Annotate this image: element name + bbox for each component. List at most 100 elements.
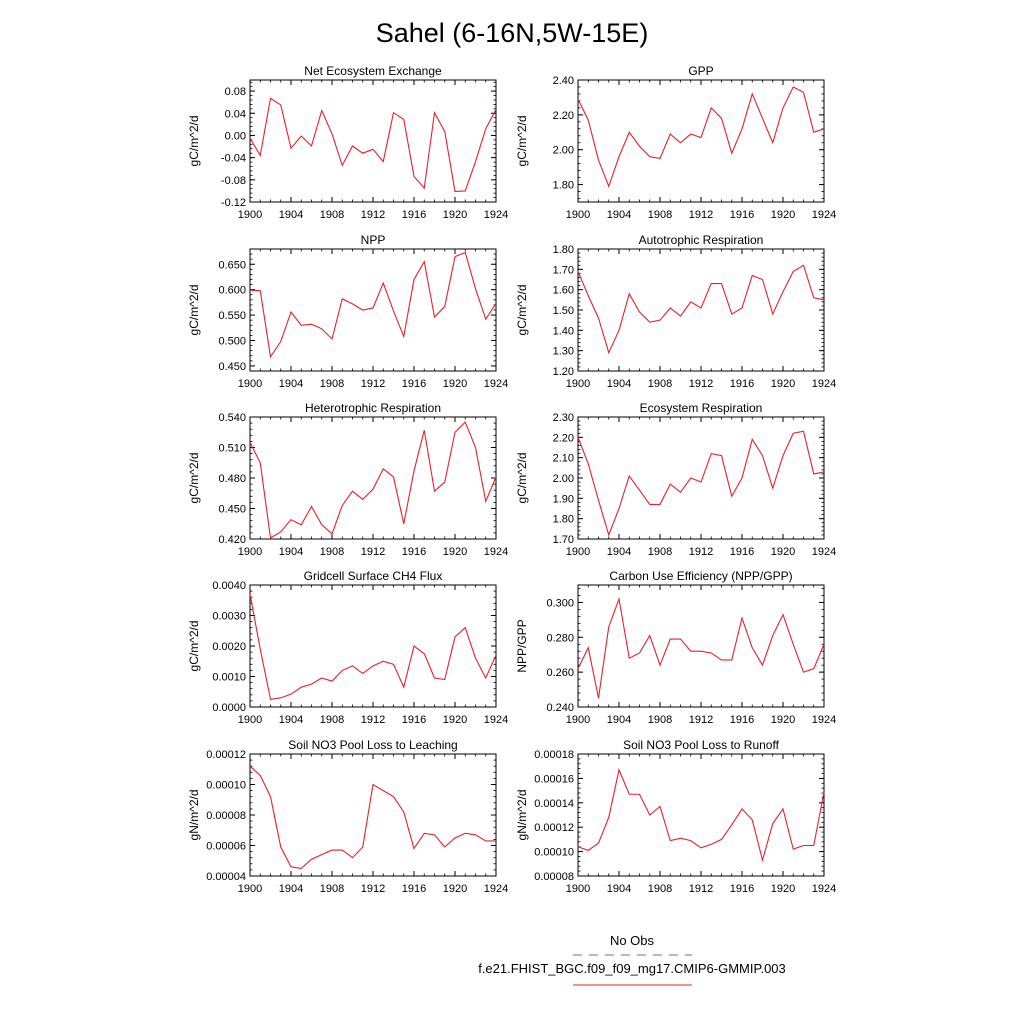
panel-9-ytick-label: 0.00012: [206, 749, 246, 761]
panel-6-xtick-label: 1904: [607, 546, 631, 558]
panel-4-xtick-label: 1900: [566, 378, 590, 390]
panel-6-xtick-label: 1912: [689, 546, 713, 558]
panel-4-xtick-label: 1920: [771, 378, 795, 390]
figure-title: Sahel (6-16N,5W-15E): [376, 18, 649, 48]
panel-8-ylabel: NPP/GPP: [515, 619, 529, 672]
panel-2-ytick-label: 2.00: [553, 145, 574, 157]
panel-8-xtick-label: 1924: [812, 714, 836, 726]
panel-9-ytick-label: 0.00008: [206, 810, 246, 822]
panel-4: Autotrophic Respiration gC/m^2/d 1900 1904 1…: [515, 233, 836, 390]
panel-1-ylabel: gC/m^2/d: [187, 116, 201, 167]
panel-1-ytick-label: 0.08: [225, 86, 246, 98]
panel-5-series-line: [249, 421, 497, 539]
panel-7: Gridcell Surface CH4 Flux gC/m^2/d 1900 190…: [187, 569, 508, 726]
panel-5-title: Heterotrophic Respiration: [305, 401, 441, 415]
panel-6-ytick-label: 2.00: [553, 473, 574, 485]
panel-9-ytick-label: 0.00004: [206, 871, 246, 883]
panel-3-xtick-label: 1924: [484, 378, 508, 390]
panel-8-xtick-label: 1916: [730, 714, 754, 726]
panel-6-ytick-label: 1.80: [553, 514, 574, 526]
panel-2-xtick-label: 1912: [689, 209, 713, 221]
panel-5-ytick-label: 0.510: [218, 443, 246, 455]
panel-2: GPP gC/m^2/d 1900 1904 1908 1912 1916 1920 1924 1…: [515, 64, 836, 221]
panel-5-frame: [249, 416, 497, 540]
panel-7-xtick-label: 1912: [361, 714, 385, 726]
panel-4-ytick-label: 1.50: [553, 305, 574, 317]
panel-1-frame: [249, 79, 497, 203]
panel-2-xtick-label: 1908: [648, 209, 672, 221]
panel-3-xtick-label: 1912: [361, 378, 385, 390]
panel-1-ytick-label: -0.12: [221, 197, 246, 209]
panel-6-series-line: [577, 430, 825, 537]
panel-3-xtick-label: 1920: [443, 378, 467, 390]
panel-8-xtick-label: 1904: [607, 714, 631, 726]
panel-6-xtick-label: 1908: [648, 546, 672, 558]
panel-2-ylabel: gC/m^2/d: [515, 116, 529, 167]
panel-4-xtick-label: 1924: [812, 378, 836, 390]
panel-5-xtick-label: 1920: [443, 546, 467, 558]
panel-10-xtick-label: 1912: [689, 883, 713, 895]
panel-8-ytick-label: 0.280: [546, 632, 574, 644]
panel-10-xtick-label: 1916: [730, 883, 754, 895]
panel-6-xtick-label: 1900: [566, 546, 590, 558]
panel-6-xtick-label: 1916: [730, 546, 754, 558]
panel-10-series-line: [577, 768, 825, 863]
panel-4-xtick-label: 1904: [607, 378, 631, 390]
panel-3-ytick-label: 0.650: [218, 259, 246, 271]
panel-6-xtick-label: 1920: [771, 546, 795, 558]
panel-8-xtick-label: 1920: [771, 714, 795, 726]
panel-1-xtick-label: 1912: [361, 209, 385, 221]
panel-9-title: Soil NO3 Pool Loss to Leaching: [288, 738, 457, 752]
panel-6-ytick-label: 2.10: [553, 453, 574, 465]
panel-9: Soil NO3 Pool Loss to Leaching gN/m^2/d 19…: [187, 738, 508, 895]
panel-7-xtick-label: 1908: [320, 714, 344, 726]
panel-6-ylabel: gC/m^2/d: [515, 453, 529, 504]
panel-2-ytick-label: 2.20: [553, 110, 574, 122]
panel-7-ytick-label: 0.0010: [212, 672, 246, 684]
panel-3-xtick-label: 1908: [320, 378, 344, 390]
panel-4-ytick-label: 1.80: [553, 244, 574, 256]
panel-8-xtick-label: 1908: [648, 714, 672, 726]
panels: Net Ecosystem Exchange gC/m^2/d 1900 1904 19…: [187, 64, 836, 895]
panel-4-ytick-label: 1.30: [553, 346, 574, 358]
panel-3-title: NPP: [361, 233, 386, 247]
panel-1: Net Ecosystem Exchange gC/m^2/d 1900 1904 19…: [187, 64, 508, 221]
panel-3-xtick-label: 1904: [279, 378, 303, 390]
panel-9-xtick-label: 1900: [238, 883, 262, 895]
panel-3-ytick-label: 0.600: [218, 285, 246, 297]
panel-2-title: GPP: [688, 64, 713, 78]
panel-2-xtick-label: 1924: [812, 209, 836, 221]
panel-4-ytick-label: 1.40: [553, 325, 574, 337]
legend-label-no-obs: No Obs: [610, 933, 655, 948]
panel-9-ytick-label: 0.00006: [206, 841, 246, 853]
panel-7-title: Gridcell Surface CH4 Flux: [304, 569, 443, 583]
panel-3-ylabel: gC/m^2/d: [187, 285, 201, 336]
panel-3-series-line: [249, 251, 497, 359]
panel-6-ytick-label: 1.90: [553, 493, 574, 505]
panel-1-title: Net Ecosystem Exchange: [304, 64, 442, 78]
panel-4-xtick-label: 1908: [648, 378, 672, 390]
panel-10-xtick-label: 1924: [812, 883, 836, 895]
panel-10-ytick-label: 0.00018: [534, 749, 574, 761]
panel-4-xtick-label: 1916: [730, 378, 754, 390]
panel-9-frame: [249, 753, 497, 877]
panel-1-xtick-label: 1908: [320, 209, 344, 221]
panel-5-xtick-label: 1924: [484, 546, 508, 558]
panel-2-xtick-label: 1900: [566, 209, 590, 221]
panel-3-ytick-label: 0.500: [218, 336, 246, 348]
panel-7-xtick-label: 1920: [443, 714, 467, 726]
panel-7-series-line: [249, 594, 497, 701]
panel-9-ylabel: gN/m^2/d: [187, 790, 201, 841]
panel-6-ytick-label: 2.20: [553, 432, 574, 444]
panel-9-xtick-label: 1908: [320, 883, 344, 895]
panel-8: Carbon Use Efficiency (NPP/GPP) NPP/GPP 19…: [515, 569, 836, 726]
panel-7-xtick-label: 1916: [402, 714, 426, 726]
panel-7-ylabel: gC/m^2/d: [187, 621, 201, 672]
panel-6: Ecosystem Respiration gC/m^2/d 1900 1904 190…: [515, 401, 836, 558]
panel-5-ylabel: gC/m^2/d: [187, 453, 201, 504]
panel-7-xtick-label: 1924: [484, 714, 508, 726]
panel-9-xtick-label: 1904: [279, 883, 303, 895]
panel-3-ytick-label: 0.550: [218, 310, 246, 322]
